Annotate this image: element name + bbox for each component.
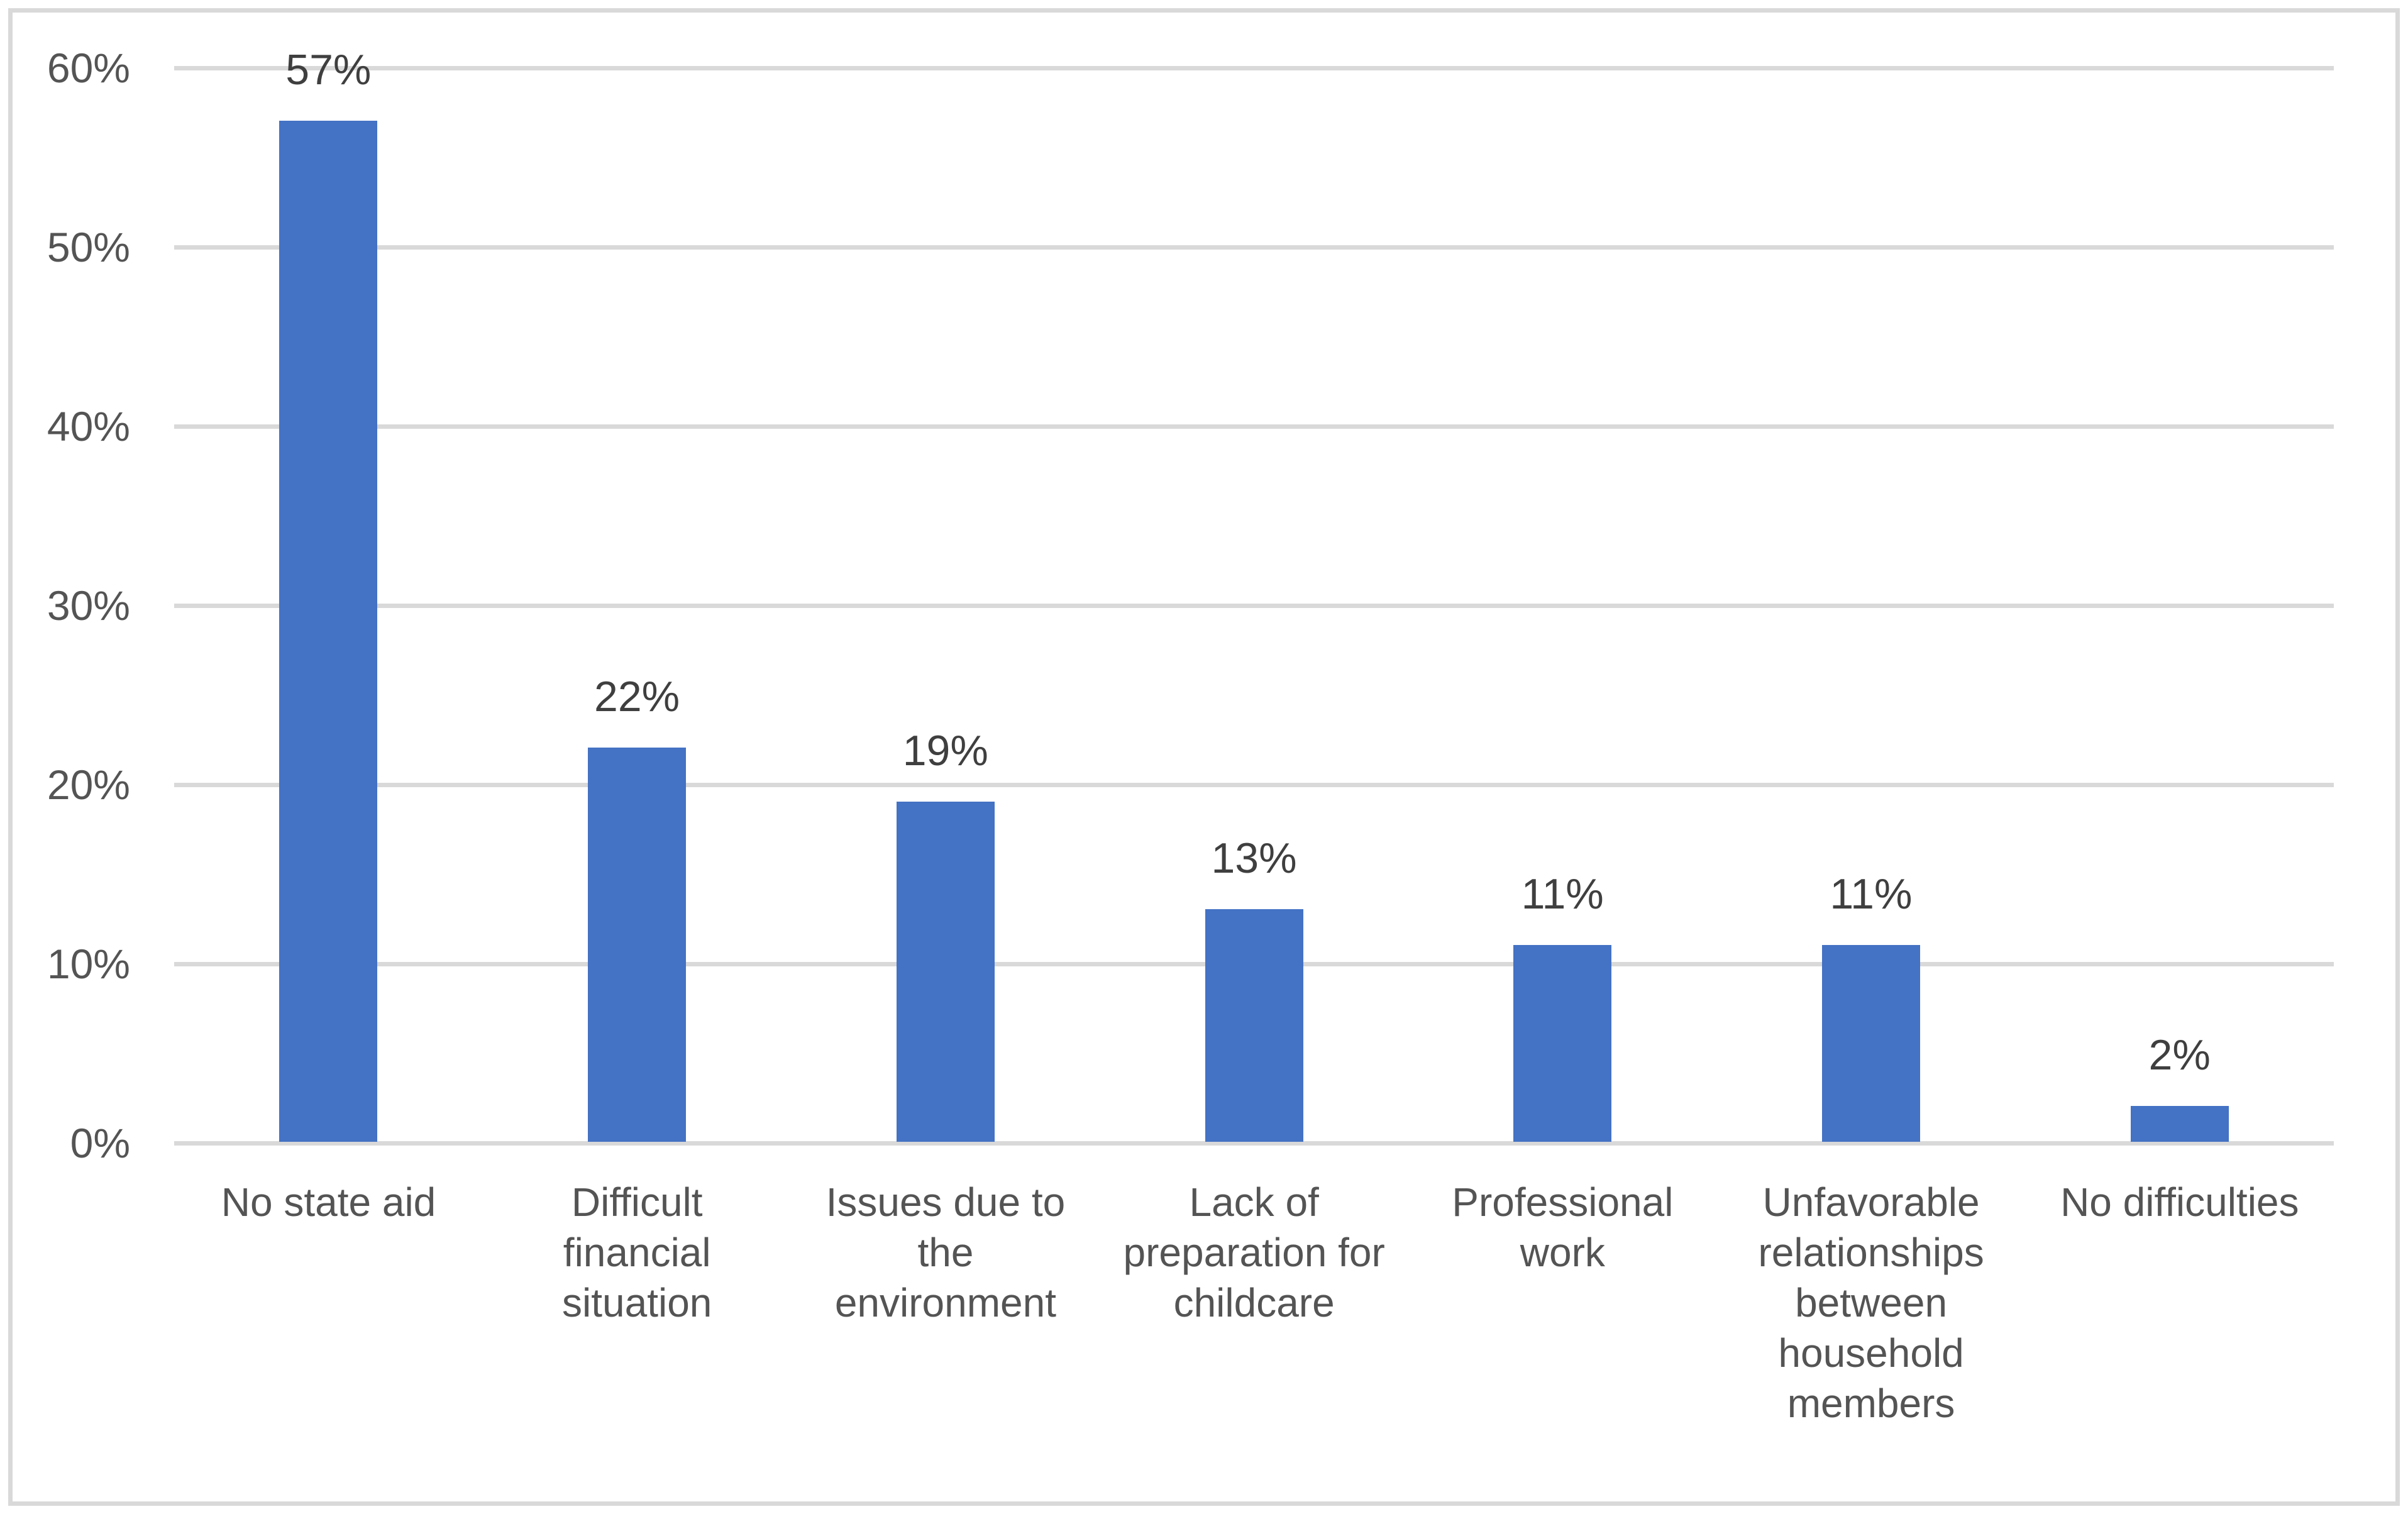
bar bbox=[2130, 1106, 2229, 1142]
bar bbox=[1821, 944, 1920, 1142]
category-label: Difficult financial situation bbox=[562, 1180, 712, 1325]
bar-value-label: 13% bbox=[1211, 834, 1297, 882]
y-tick-label: 0% bbox=[70, 1120, 130, 1166]
gridline bbox=[174, 245, 2334, 250]
bar-value-label: 57% bbox=[285, 45, 372, 94]
category-label: Lack of preparation for childcare bbox=[1123, 1180, 1385, 1325]
bar bbox=[1513, 944, 1612, 1142]
y-tick-label: 40% bbox=[47, 403, 130, 450]
category-label: Professional work bbox=[1452, 1180, 1674, 1275]
bar bbox=[896, 801, 995, 1142]
gridline bbox=[174, 65, 2334, 70]
category-label: No state aid bbox=[221, 1180, 436, 1225]
x-axis-line bbox=[174, 1141, 2334, 1146]
category-label: No difficulties bbox=[2060, 1180, 2299, 1225]
y-tick-label: 20% bbox=[47, 761, 130, 808]
bar-value-label: 19% bbox=[902, 726, 988, 775]
gridline bbox=[174, 603, 2334, 608]
gridline bbox=[174, 782, 2334, 787]
bar-value-label: 2% bbox=[2148, 1031, 2211, 1079]
bar-value-label: 11% bbox=[1521, 870, 1604, 918]
bar bbox=[588, 748, 687, 1142]
chart-border bbox=[8, 8, 2400, 1506]
bar bbox=[279, 120, 378, 1142]
category-label: Unfavorable relationships between househ… bbox=[1758, 1180, 1984, 1426]
bar bbox=[1205, 909, 1303, 1142]
y-tick-label: 60% bbox=[47, 45, 130, 91]
y-tick-label: 50% bbox=[47, 224, 130, 270]
bar-value-label: 11% bbox=[1830, 870, 1913, 918]
gridline bbox=[174, 424, 2334, 429]
bar-value-label: 22% bbox=[594, 673, 680, 721]
y-tick-label: 30% bbox=[47, 582, 130, 629]
y-tick-label: 10% bbox=[47, 941, 130, 987]
category-label: Issues due to the environment bbox=[826, 1180, 1066, 1325]
